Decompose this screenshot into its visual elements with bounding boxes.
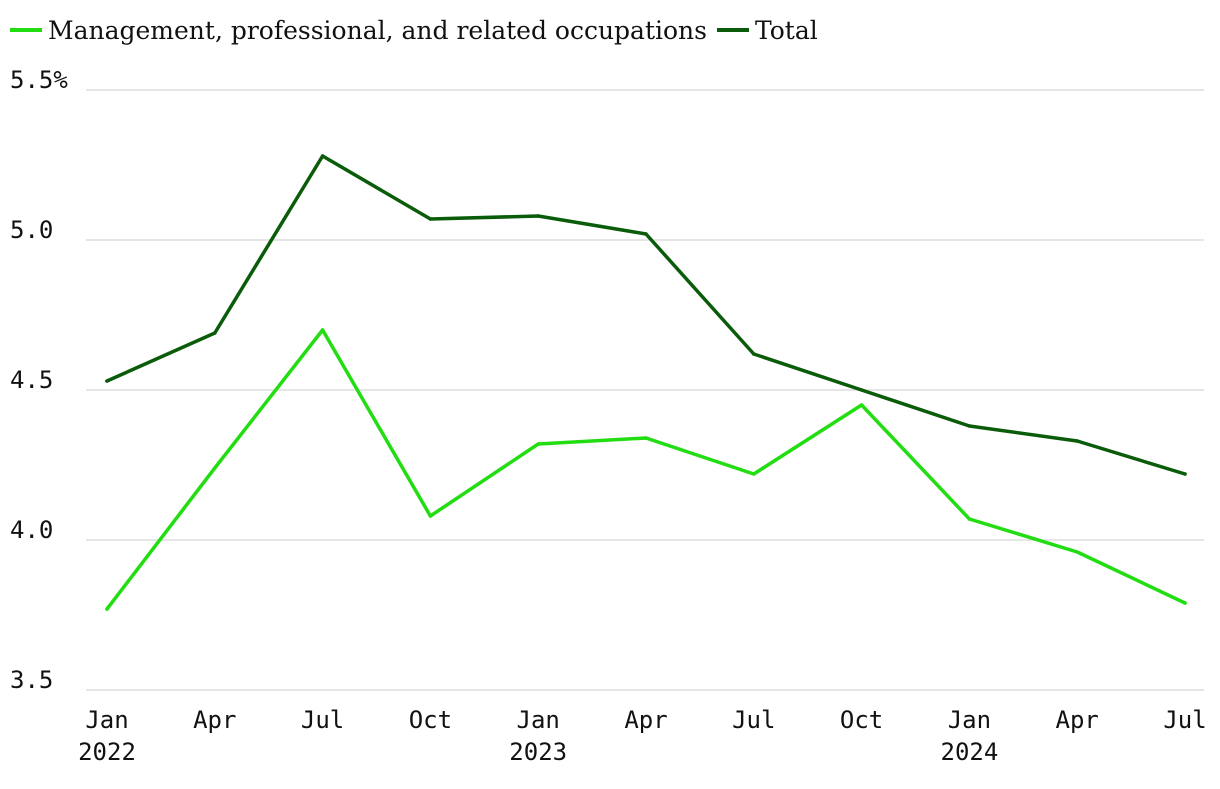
x-tick-label: Oct bbox=[840, 706, 883, 734]
management-data-point bbox=[536, 442, 540, 446]
x-tick-label: Jan bbox=[948, 706, 991, 734]
total-data-point bbox=[536, 214, 540, 218]
management-data-point bbox=[105, 607, 109, 611]
y-tick-label: 4.0 bbox=[10, 516, 53, 544]
x-tick-label: Jul bbox=[1163, 706, 1206, 734]
management-data-point bbox=[1183, 601, 1187, 605]
management-data-point bbox=[859, 403, 864, 407]
x-tick-label: Jul bbox=[732, 706, 775, 734]
legend-item-management: Management, professional, and related oc… bbox=[10, 16, 707, 45]
management-data-point bbox=[428, 514, 433, 518]
legend-label-total: Total bbox=[754, 15, 818, 45]
management-data-point bbox=[752, 472, 756, 476]
total-data-point bbox=[1183, 472, 1187, 476]
series-lines bbox=[105, 154, 1187, 611]
management-data-point bbox=[320, 328, 325, 332]
total-data-point bbox=[428, 217, 433, 221]
legend-label-management: Management, professional, and related oc… bbox=[48, 15, 707, 45]
total-data-point bbox=[752, 352, 756, 356]
total-data-point bbox=[1075, 439, 1079, 443]
x-tick-year-label: 2022 bbox=[78, 738, 136, 766]
x-tick-label: Jan bbox=[85, 706, 128, 734]
total-data-point bbox=[213, 331, 217, 335]
management-data-point bbox=[1075, 550, 1079, 554]
management-data-point bbox=[644, 436, 648, 440]
y-tick-label: 4.5 bbox=[10, 366, 53, 394]
x-tick-year-label: 2024 bbox=[941, 738, 999, 766]
series-line-total bbox=[105, 154, 1187, 476]
total-data-point bbox=[105, 379, 109, 383]
x-tick-label: Jan bbox=[517, 706, 560, 734]
x-axis-ticks: Jan 2022 Apr Jul Oct Jan 2023 Apr Jul Oct Jan 2024 A… bbox=[78, 706, 1207, 766]
x-tick-label: Oct bbox=[409, 706, 452, 734]
management-data-point bbox=[213, 466, 217, 470]
series-line-management bbox=[105, 328, 1187, 611]
legend: Management, professional, and related oc… bbox=[10, 12, 818, 48]
legend-item-total: Total bbox=[716, 15, 818, 45]
management-data-point bbox=[967, 517, 972, 521]
total-data-point bbox=[967, 424, 972, 428]
x-tick-label: Apr bbox=[193, 706, 236, 734]
gridlines bbox=[86, 89, 1204, 691]
total-data-point bbox=[320, 154, 325, 158]
y-axis-ticks: 3.5 4.0 4.5 5.0 5.5% bbox=[10, 66, 68, 694]
legend-swatch-management bbox=[10, 28, 42, 32]
total-data-point bbox=[644, 232, 648, 236]
legend-swatch-total bbox=[716, 28, 749, 32]
x-tick-label: Apr bbox=[624, 706, 667, 734]
y-tick-label: 5.0 bbox=[10, 216, 53, 244]
total-data-point bbox=[859, 388, 864, 392]
x-tick-label: Apr bbox=[1056, 706, 1099, 734]
y-tick-label: 3.5 bbox=[10, 666, 53, 694]
y-tick-label: 5.5% bbox=[10, 66, 68, 94]
x-tick-year-label: 2023 bbox=[509, 738, 567, 766]
x-tick-label: Jul bbox=[301, 706, 344, 734]
